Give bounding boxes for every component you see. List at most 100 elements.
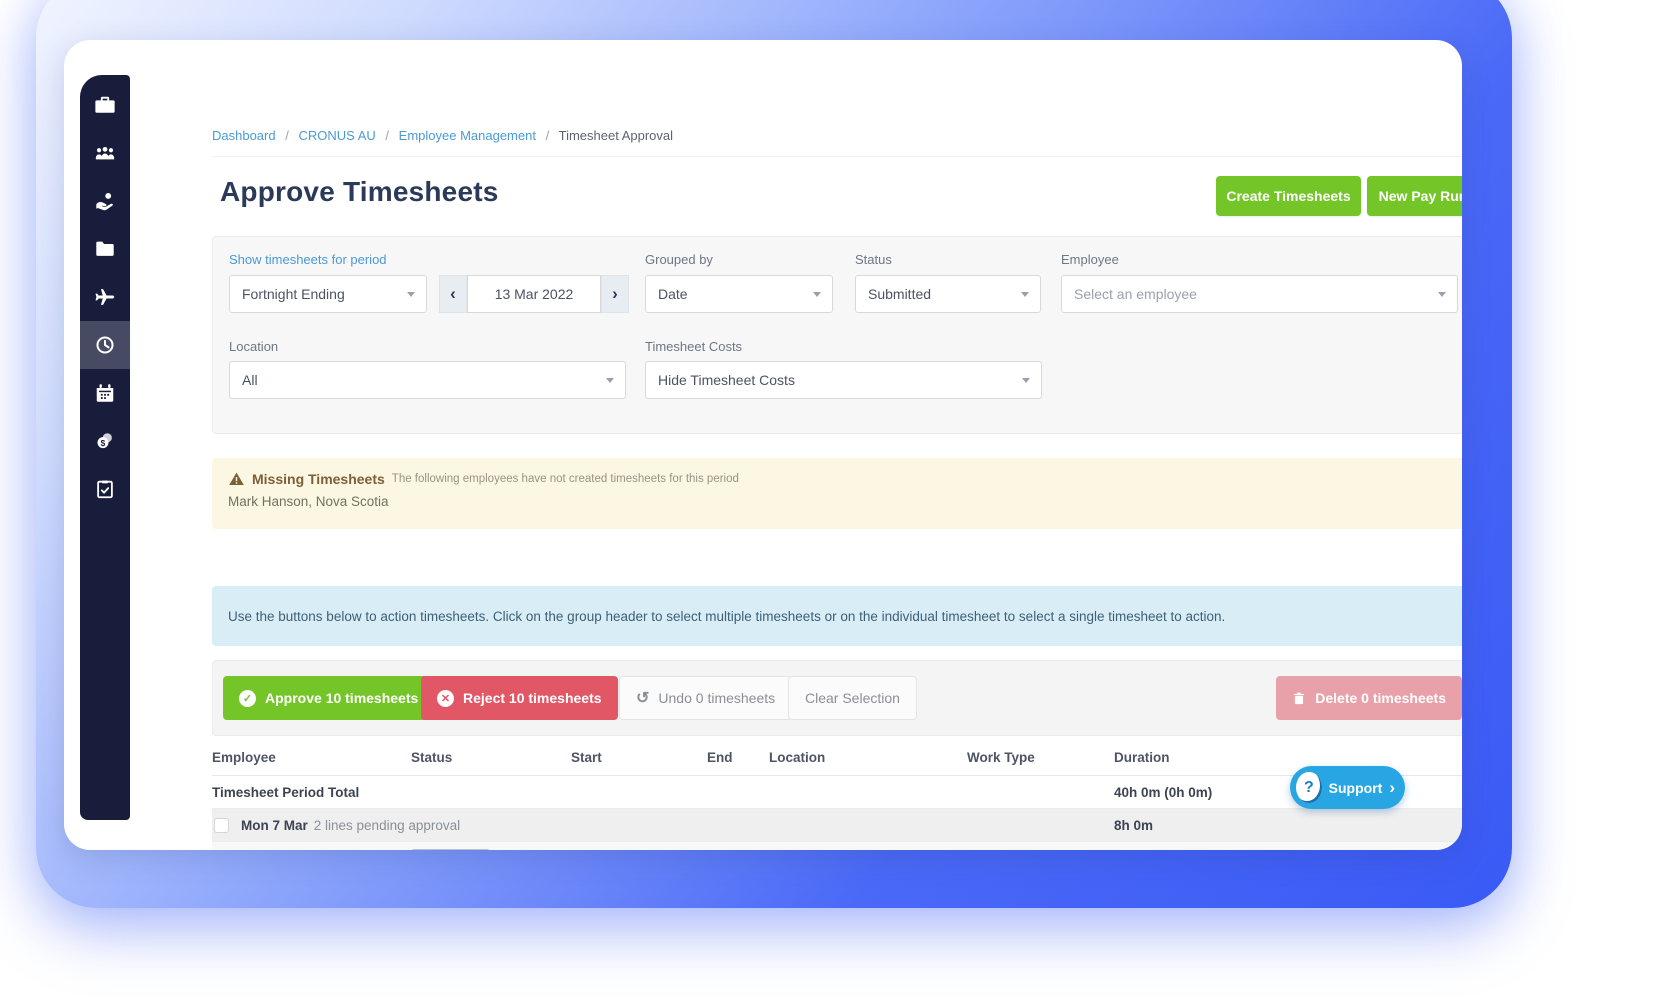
briefcase-icon bbox=[95, 96, 115, 113]
undo-label: Undo 0 timesheets bbox=[658, 690, 776, 706]
sidebar-item-leave[interactable] bbox=[80, 273, 130, 321]
header-divider bbox=[212, 156, 1462, 157]
breadcrumb-current: Timesheet Approval bbox=[558, 128, 674, 143]
period-total-duration: 40h 0m (0h 0m) bbox=[1114, 784, 1213, 800]
reject-label: Reject 10 timesheets bbox=[463, 690, 602, 706]
coins-icon: $ bbox=[97, 433, 112, 449]
undo-icon: ↺ bbox=[636, 690, 650, 707]
next-period-button[interactable]: › bbox=[601, 275, 629, 313]
sidebar-item-employees[interactable] bbox=[80, 129, 130, 177]
chevron-down-icon bbox=[1022, 378, 1030, 383]
period-date[interactable]: 13 Mar 2022 bbox=[467, 275, 601, 313]
grouped-by-select[interactable]: Date bbox=[645, 275, 833, 313]
trash-icon bbox=[1294, 692, 1305, 704]
support-label: Support bbox=[1328, 779, 1383, 796]
warning-icon bbox=[229, 472, 244, 485]
warning-title: Missing Timesheets bbox=[252, 471, 385, 487]
create-timesheets-button[interactable]: Create Timesheets bbox=[1216, 176, 1361, 216]
breadcrumb-employee-management[interactable]: Employee Management bbox=[398, 128, 536, 143]
airplane-icon bbox=[95, 289, 115, 305]
col-employee: Employee bbox=[212, 750, 276, 765]
col-location: Location bbox=[769, 750, 826, 765]
grouped-by-label: Grouped by bbox=[645, 252, 713, 267]
sidebar-item-calendar[interactable] bbox=[80, 369, 130, 417]
location-label: Location bbox=[229, 339, 279, 354]
location-select[interactable]: All bbox=[229, 361, 626, 399]
sidebar-item-payroll[interactable] bbox=[80, 177, 130, 225]
group-checkbox[interactable] bbox=[214, 817, 229, 833]
timesheet-costs-select[interactable]: Hide Timesheet Costs bbox=[645, 361, 1042, 399]
clipboard-check-icon bbox=[97, 480, 113, 499]
check-circle-icon: ✓ bbox=[239, 689, 256, 707]
employee-select[interactable]: Select an employee bbox=[1061, 275, 1458, 313]
warning-subtitle: The following employees have not created… bbox=[391, 473, 739, 485]
employee-label: Employee bbox=[1061, 252, 1119, 267]
timesheet-row[interactable]: Linda Martin SUBMITTED 7/3/22 Administra… bbox=[212, 842, 1462, 850]
clear-selection-button[interactable]: Clear Selection bbox=[788, 676, 917, 720]
delete-label: Delete 0 timesheets bbox=[1315, 690, 1446, 706]
status-select[interactable]: Submitted bbox=[855, 275, 1041, 313]
group-note: 2 lines pending approval bbox=[313, 817, 461, 833]
note-icon[interactable] bbox=[1407, 850, 1424, 851]
folder-icon bbox=[96, 241, 114, 256]
grouped-by-value: Date bbox=[658, 286, 688, 302]
status-value: Submitted bbox=[868, 286, 932, 302]
group-date: Mon 7 Mar bbox=[241, 817, 308, 833]
chevron-down-icon bbox=[407, 292, 415, 297]
sidebar-item-pay-runs[interactable]: $ bbox=[80, 417, 130, 465]
delete-timesheets-button[interactable]: Delete 0 timesheets bbox=[1276, 676, 1462, 720]
approve-timesheets-button[interactable]: ✓ Approve 10 timesheets bbox=[223, 676, 435, 720]
chevron-down-icon bbox=[1021, 292, 1029, 297]
table-header-row: Employee Status Start End Location Work … bbox=[212, 740, 1462, 776]
people-icon bbox=[95, 146, 115, 160]
clear-label: Clear Selection bbox=[805, 690, 900, 706]
breadcrumb: Dashboard / CRONUS AU / Employee Managem… bbox=[212, 128, 679, 143]
chevron-down-icon bbox=[1438, 292, 1446, 297]
sidebar-nav: $ bbox=[80, 75, 130, 820]
chevron-right-icon: › bbox=[1389, 778, 1395, 797]
breadcrumb-separator: / bbox=[285, 128, 289, 143]
period-type-value: Fortnight Ending bbox=[242, 286, 345, 302]
status-badge: SUBMITTED bbox=[411, 848, 490, 850]
period-total-label: Timesheet Period Total bbox=[212, 784, 360, 800]
approve-label: Approve 10 timesheets bbox=[265, 690, 419, 706]
sidebar-item-timesheets[interactable] bbox=[80, 321, 130, 369]
copy-icon[interactable] bbox=[1456, 850, 1462, 851]
col-end: End bbox=[707, 750, 733, 765]
support-button[interactable]: ? Support › bbox=[1290, 766, 1405, 809]
missing-timesheets-banner: Missing Timesheets The following employe… bbox=[212, 458, 1462, 529]
sidebar-item-business[interactable] bbox=[80, 81, 130, 129]
breadcrumb-business[interactable]: CRONUS AU bbox=[298, 128, 376, 143]
breadcrumb-separator: / bbox=[545, 128, 550, 143]
info-banner: Use the buttons below to action timeshee… bbox=[212, 586, 1462, 646]
info-banner-text: Use the buttons below to action timeshee… bbox=[228, 608, 1226, 624]
svg-text:$: $ bbox=[101, 439, 106, 448]
timesheet-costs-value: Hide Timesheet Costs bbox=[658, 372, 795, 388]
col-start: Start bbox=[571, 750, 602, 765]
previous-period-button[interactable]: ‹ bbox=[439, 275, 467, 313]
clock-icon bbox=[96, 336, 114, 354]
sidebar-item-reports[interactable] bbox=[80, 465, 130, 513]
period-type-select[interactable]: Fortnight Ending bbox=[229, 275, 427, 313]
help-icon: ? bbox=[1296, 772, 1322, 803]
location-value: All bbox=[242, 372, 258, 388]
period-label: Show timesheets for period bbox=[229, 252, 387, 267]
group-header-row[interactable]: Mon 7 Mar 2 lines pending approval 8h 0m bbox=[212, 809, 1462, 842]
status-label: Status bbox=[855, 252, 892, 267]
group-duration: 8h 0m bbox=[1114, 817, 1154, 833]
chevron-down-icon bbox=[813, 292, 821, 297]
undo-timesheets-button[interactable]: ↺ Undo 0 timesheets bbox=[619, 676, 793, 720]
filter-panel: Show timesheets for period Fortnight End… bbox=[212, 236, 1462, 434]
reject-timesheets-button[interactable]: ✕ Reject 10 timesheets bbox=[421, 676, 618, 720]
action-bar: ✓ Approve 10 timesheets ✕ Reject 10 time… bbox=[212, 660, 1462, 736]
col-status: Status bbox=[411, 750, 453, 765]
app-card: Dashboard / CRONUS AU / Employee Managem… bbox=[64, 40, 1462, 850]
x-circle-icon: ✕ bbox=[437, 689, 454, 707]
hand-coin-icon bbox=[96, 193, 113, 211]
calendar-icon bbox=[96, 384, 114, 402]
breadcrumb-dashboard[interactable]: Dashboard bbox=[212, 128, 276, 143]
sidebar-item-documents[interactable] bbox=[80, 225, 130, 273]
new-pay-run-button[interactable]: New Pay Run bbox=[1367, 176, 1462, 216]
col-work-type: Work Type bbox=[967, 750, 1035, 765]
employee-placeholder: Select an employee bbox=[1074, 286, 1197, 302]
